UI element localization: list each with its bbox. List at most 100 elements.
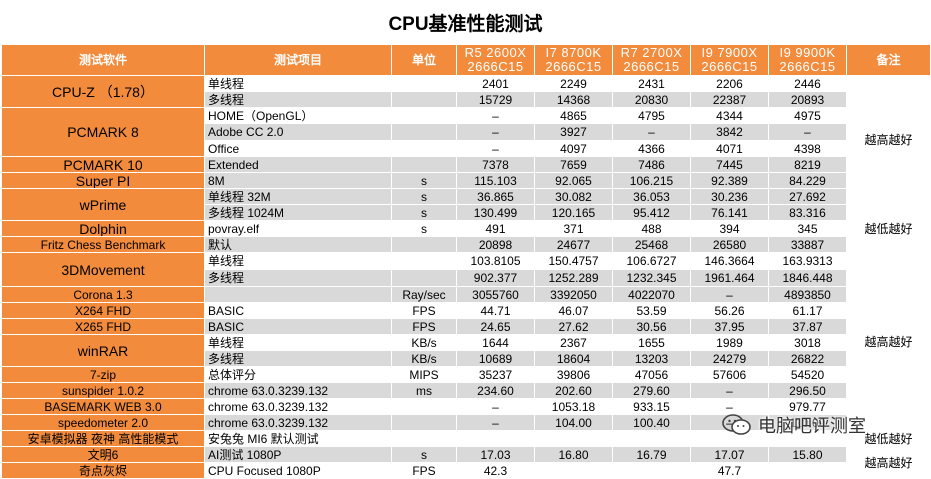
value-cell: 979.77 <box>768 398 847 415</box>
value-cell: 24677 <box>534 236 613 253</box>
value-cell: – <box>456 414 535 431</box>
table-row: BASEMARK WEB 3.0 chrome 63.0.3239.132 –105… <box>1 398 931 415</box>
value-cell: 26822 <box>768 350 847 367</box>
test-item: CPU Focused 1080P <box>204 462 392 479</box>
unit-cell: MIPS <box>391 366 457 383</box>
value-cell: 106.6727 <box>612 252 691 270</box>
value-cell: 26580 <box>690 236 769 253</box>
value-cell: 15.80 <box>768 446 847 463</box>
value-cell: 4344 <box>690 107 769 124</box>
header-note: 备注 <box>846 44 931 76</box>
value-cell: 39806 <box>534 366 613 383</box>
value-cell: 4893850 <box>768 286 847 303</box>
unit-cell <box>391 269 457 287</box>
value-cell: 27.692 <box>768 188 847 205</box>
value-cell: 37.87 <box>768 318 847 335</box>
value-cell: 163.9313 <box>768 252 847 270</box>
value-cell: 146.3664 <box>690 252 769 270</box>
value-cell: 37.95 <box>690 318 769 335</box>
value-cell: 4366 <box>612 140 691 157</box>
table-row: X264 FHD BASIC FPS 44.71 46.07 53.59 56.26 61.1… <box>1 302 931 319</box>
table-row: wPrime 单线程 32M s 36.865 30.082 36.053 30.236 27… <box>1 188 931 221</box>
value-cell: 17.03 <box>456 446 535 463</box>
value-cell: 3842 <box>690 123 769 141</box>
value-cell: 394 <box>690 220 769 237</box>
value-cell: 10689 <box>456 350 535 367</box>
software-name: X264 FHD <box>1 302 205 319</box>
note-cell: 越高越好 <box>846 446 931 479</box>
value-cell: 30.082 <box>534 188 613 205</box>
software-name: PCMARK 10 <box>1 156 205 173</box>
value-cell: 3018 <box>768 334 847 351</box>
table-row: 多线程 1024M s 130.499 120.165 95.412 76.141 83.3… <box>2 204 931 253</box>
value-cell: 30.56 <box>612 318 691 335</box>
note-cell: 越高越好 <box>846 75 931 205</box>
value-cell: 279.60 <box>612 382 691 399</box>
test-item: BASIC <box>204 318 392 335</box>
value-cell: 61.17 <box>768 302 847 319</box>
value-cell: 120.165 <box>534 204 613 221</box>
value-cell: – <box>456 107 535 124</box>
table-body: CPU-Z （1.78） 单线程 2401 2249 2431 2206 2446 越高越好多… <box>1 75 931 479</box>
test-item: chrome 63.0.3239.132 <box>204 414 392 431</box>
value-cell: 22387 <box>690 91 769 108</box>
table-row: 多线程 902.377 1252.289 1232.345 1961.464 1846.4… <box>2 269 931 287</box>
unit-cell: ms <box>391 382 457 399</box>
value-cell: 47.7 <box>690 462 769 479</box>
software-name: BASEMARK WEB 3.0 <box>1 398 205 415</box>
unit-cell: s <box>391 446 457 463</box>
table-row: Office –4097 4366 4071 4398 <box>2 140 931 157</box>
value-cell <box>534 462 613 479</box>
note-cell: 越低越好 <box>846 430 931 447</box>
software-name: sunspider 1.0.2 <box>1 382 205 399</box>
header-cpu-3: R7 2700X 2666C15 <box>612 44 691 76</box>
value-cell: 202.60 <box>534 382 613 399</box>
software-name: wPrime <box>1 188 205 221</box>
value-cell: 7378 <box>456 156 535 173</box>
test-item: 多线程 <box>204 269 392 287</box>
value-cell: 3927 <box>534 123 613 141</box>
value-cell: 4022070 <box>612 286 691 303</box>
unit-cell <box>391 123 457 141</box>
value-cell: 25468 <box>612 236 691 253</box>
value-cell: 1053.18 <box>534 398 613 415</box>
unit-cell: s <box>391 188 457 205</box>
value-cell: – <box>456 140 535 157</box>
unit-cell <box>391 430 457 447</box>
value-cell <box>534 430 613 447</box>
value-cell: 115.103 <box>456 172 535 189</box>
value-cell: 2446 <box>768 75 847 92</box>
value-cell: 2431 <box>612 75 691 92</box>
header-cpu-4: I9 7900X 2666C15 <box>690 44 769 76</box>
test-item: AI测试 1080P <box>204 446 392 463</box>
value-cell: 2249 <box>534 75 613 92</box>
value-cell: 902.377 <box>456 269 535 287</box>
value-cell: 1232.345 <box>612 269 691 287</box>
test-item: 多线程 <box>204 91 392 108</box>
value-cell: 17.07 <box>690 446 769 463</box>
value-cell: 2401 <box>456 75 535 92</box>
value-cell: 4975 <box>768 107 847 124</box>
value-cell: 44.71 <box>456 302 535 319</box>
header-cpu-1: R5 2600X 2666C15 <box>456 44 535 76</box>
value-cell: 1644 <box>456 334 535 351</box>
value-cell: 1989 <box>690 334 769 351</box>
wechat-icon <box>722 413 752 437</box>
value-cell: 345 <box>768 220 847 237</box>
value-cell: 103.8105 <box>456 252 535 270</box>
value-cell: 27.62 <box>534 318 613 335</box>
value-cell: 8219 <box>768 156 847 173</box>
value-cell: 7486 <box>612 156 691 173</box>
table-row: 多线程 KB/s 10689 18604 13203 24279 26822 <box>2 350 931 367</box>
value-cell: 2206 <box>690 75 769 92</box>
value-cell <box>456 430 535 447</box>
value-cell <box>768 462 847 479</box>
unit-cell: s <box>391 172 457 189</box>
value-cell: 7445 <box>690 156 769 173</box>
value-cell: 95.412 <box>612 204 691 221</box>
note-cell: 越高越好 <box>846 252 931 431</box>
value-cell: 20898 <box>456 236 535 253</box>
software-name: X265 FHD <box>1 318 205 335</box>
test-item: 多线程 1024M <box>204 204 392 221</box>
value-cell: 130.499 <box>456 204 535 221</box>
